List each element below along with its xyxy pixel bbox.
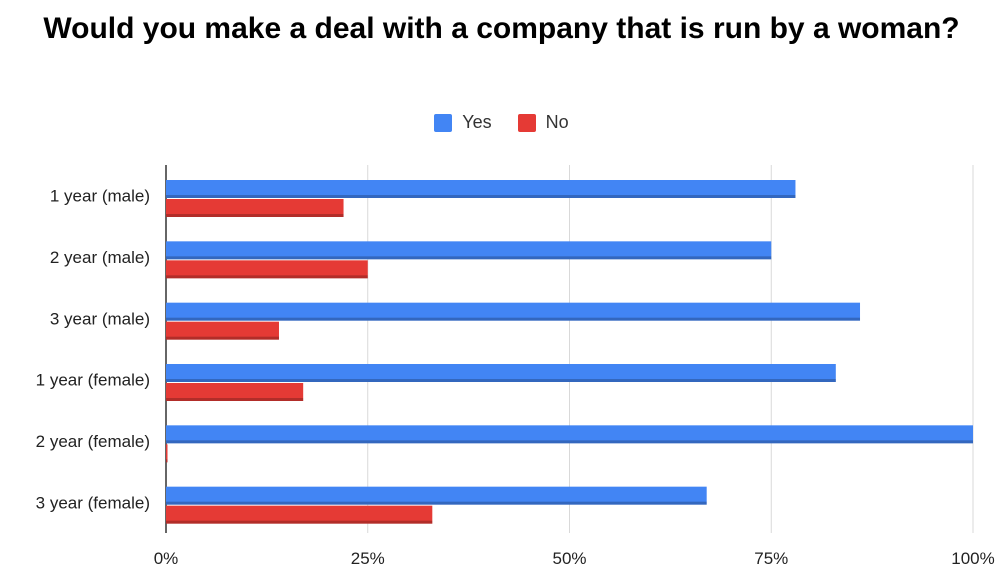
bar-no: [166, 444, 168, 463]
bar-yes: [166, 425, 973, 444]
bar-shadow: [166, 459, 168, 463]
bar-no: [166, 321, 279, 340]
x-tick-label: 0%: [154, 549, 179, 568]
bar-shadow: [166, 520, 433, 524]
bar-no: [166, 260, 368, 279]
bar-shadow: [166, 275, 368, 279]
chart-legend: Yes No: [0, 112, 1003, 133]
bar-yes: [166, 486, 707, 505]
category-label: 1 year (female): [36, 371, 150, 390]
legend-item-yes: Yes: [434, 112, 492, 133]
x-tick-label: 50%: [552, 549, 586, 568]
bar-yes: [166, 302, 861, 321]
bar-yes: [166, 364, 836, 382]
legend-label-yes: Yes: [462, 112, 492, 132]
category-label: 3 year (female): [36, 493, 150, 512]
category-label: 1 year (male): [50, 187, 150, 206]
legend-swatch-yes: [434, 113, 453, 132]
bar-shadow: [166, 256, 772, 260]
bar-yes: [166, 241, 772, 260]
chart-title: Would you make a deal with a company tha…: [43, 12, 960, 45]
bar-shadow: [166, 214, 344, 217]
x-tick-label: 100%: [951, 549, 994, 568]
bar-no: [166, 199, 344, 217]
bar-no: [166, 505, 433, 524]
x-tick-label: 75%: [754, 549, 788, 568]
bar-no: [166, 383, 304, 401]
bar-shadow: [166, 501, 707, 505]
bar-shadow: [166, 379, 836, 382]
category-label: 2 year (female): [36, 432, 150, 451]
bar-shadow: [166, 317, 861, 321]
category-label: 3 year (male): [50, 309, 150, 328]
bar-yes: [166, 180, 796, 198]
bar-shadow: [166, 336, 279, 340]
bar-shadow: [166, 398, 304, 401]
legend-item-no: No: [517, 112, 569, 133]
bar-shadow: [166, 440, 973, 444]
x-tick-label: 25%: [351, 549, 385, 568]
bar-shadow: [166, 195, 796, 198]
category-label: 2 year (male): [50, 248, 150, 267]
legend-label-no: No: [545, 112, 569, 132]
legend-swatch-no: [517, 113, 536, 132]
